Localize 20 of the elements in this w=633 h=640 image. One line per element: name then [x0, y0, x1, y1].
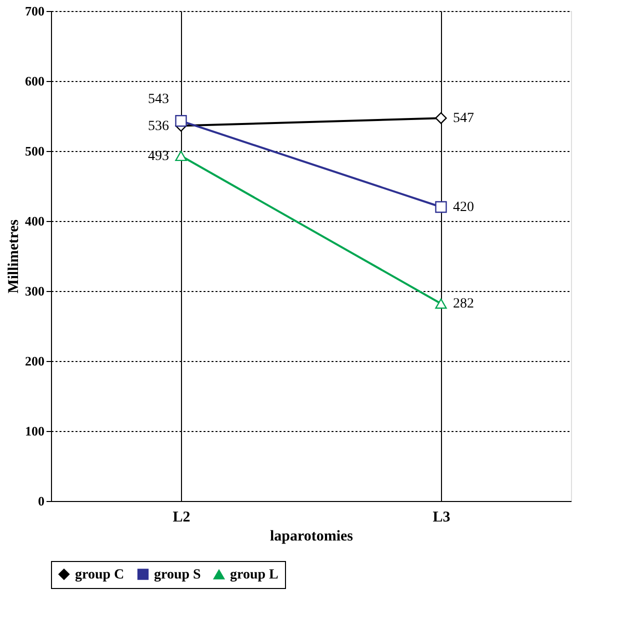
legend-label: group C [75, 567, 124, 582]
y-tick-label: 400 [25, 214, 44, 228]
legend-label: group S [154, 567, 202, 582]
y-tick-label: 500 [25, 144, 44, 158]
legend-label: group L [230, 568, 278, 582]
data-label: 282 [453, 296, 474, 312]
data-label: 536 [148, 118, 169, 134]
y-tick-label: 100 [25, 424, 44, 438]
y-tick-label: 700 [25, 4, 44, 18]
y-axis-title: Millimetres [6, 219, 22, 294]
y-tick-label: 200 [25, 354, 44, 368]
data-label: 543 [148, 92, 169, 107]
data-label: 547 [453, 111, 474, 126]
y-tick-label: 0 [38, 494, 44, 508]
x-tick-label: L2 [172, 510, 190, 526]
y-tick-label: 600 [25, 74, 44, 88]
y-tick-label: 300 [25, 284, 44, 298]
x-tick-label: L3 [432, 510, 450, 526]
data-label: 420 [453, 200, 474, 215]
x-axis-title: laparotomies [270, 528, 354, 544]
